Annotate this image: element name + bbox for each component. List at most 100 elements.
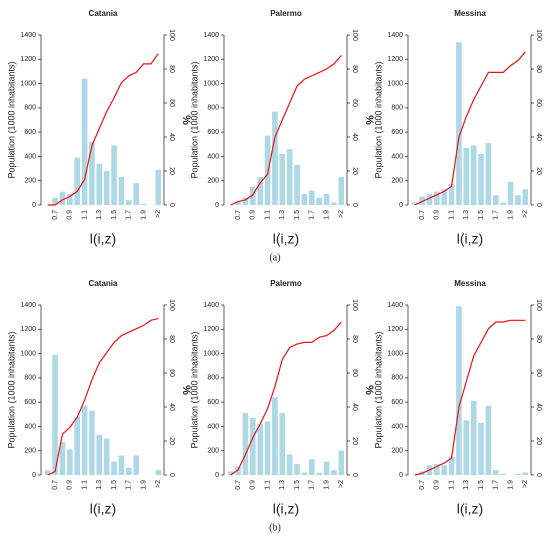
x-tick-label: 1.3 bbox=[463, 480, 470, 490]
y2-axis-label: % bbox=[547, 385, 550, 395]
bar bbox=[331, 202, 337, 205]
y2-tick-label: 100 bbox=[351, 29, 358, 41]
bar bbox=[272, 111, 278, 205]
bar bbox=[111, 145, 117, 205]
x-tick-label: 0.7 bbox=[52, 480, 59, 490]
y-tick-label: 0 bbox=[399, 202, 403, 209]
y-tick-label: 800 bbox=[24, 375, 36, 382]
bar bbox=[470, 145, 477, 205]
bar bbox=[81, 78, 88, 205]
y2-tick-label: 100 bbox=[535, 29, 542, 41]
bar bbox=[111, 461, 117, 475]
y-tick-label: 0 bbox=[32, 472, 36, 479]
bar bbox=[434, 464, 440, 475]
bar bbox=[264, 135, 271, 205]
y2-tick-label: 40 bbox=[351, 403, 358, 411]
x-tick-label: 1.3 bbox=[96, 480, 103, 490]
x-tick-label: 1.7 bbox=[126, 210, 133, 220]
bar bbox=[118, 177, 125, 205]
x-tick-label: 1.5 bbox=[111, 210, 118, 220]
x-tick-label: 1.1 bbox=[264, 210, 271, 220]
bar bbox=[522, 472, 529, 475]
line bbox=[230, 321, 342, 476]
y-axis-label: Population (1000 inhabitants) bbox=[189, 61, 199, 178]
x-tick-label: 1.5 bbox=[111, 480, 118, 490]
bar bbox=[133, 455, 139, 475]
y-axis-label: Population (1000 inhabitants) bbox=[373, 61, 383, 178]
bar bbox=[126, 200, 132, 205]
chart-title: Palermo bbox=[270, 279, 302, 288]
bar bbox=[227, 471, 234, 475]
bar bbox=[419, 196, 425, 205]
caption: (a) bbox=[269, 252, 280, 263]
bar bbox=[155, 169, 162, 205]
x-tick-label: 1.9 bbox=[323, 480, 330, 490]
bar bbox=[316, 197, 322, 205]
bar bbox=[507, 181, 514, 205]
bar bbox=[81, 405, 88, 475]
bar bbox=[96, 434, 103, 475]
x-tick-label: >2 bbox=[522, 210, 529, 218]
bar bbox=[155, 470, 162, 475]
bar bbox=[309, 190, 315, 205]
y-tick-label: 600 bbox=[24, 399, 36, 406]
bar bbox=[294, 464, 300, 475]
x-tick-label: >2 bbox=[338, 480, 345, 488]
bar bbox=[89, 410, 95, 475]
x-tick-label: 1.3 bbox=[279, 210, 286, 220]
y-tick-label: 600 bbox=[391, 399, 403, 406]
y-tick-label: 400 bbox=[24, 423, 36, 430]
x-tick-label: 1.5 bbox=[478, 210, 485, 220]
chart-title: Messina bbox=[454, 9, 486, 18]
y2-tick-label: 100 bbox=[351, 299, 358, 311]
x-tick-label: >2 bbox=[155, 210, 162, 218]
bar bbox=[493, 195, 499, 205]
y-tick-label: 400 bbox=[391, 423, 403, 430]
bar bbox=[52, 197, 58, 205]
y2-axis-label: % bbox=[363, 385, 375, 395]
y2-tick-label: 80 bbox=[535, 335, 542, 343]
x-tick-label: 1.9 bbox=[507, 480, 514, 490]
x-tick-label: >2 bbox=[155, 480, 162, 488]
y2-tick-label: 60 bbox=[351, 99, 358, 107]
bar bbox=[434, 191, 440, 205]
y-tick-label: 600 bbox=[391, 129, 403, 136]
y2-tick-label: 40 bbox=[535, 403, 542, 411]
y-tick-label: 1400 bbox=[203, 302, 219, 309]
bar bbox=[133, 183, 139, 205]
bar bbox=[316, 472, 322, 475]
y-tick-label: 200 bbox=[391, 448, 403, 455]
y-tick-label: 0 bbox=[215, 472, 219, 479]
y-tick-label: 1400 bbox=[20, 32, 36, 39]
x-tick-label: 1.9 bbox=[140, 210, 147, 220]
y2-tick-label: 100 bbox=[535, 299, 542, 311]
y-tick-label: 200 bbox=[391, 178, 403, 185]
x-tick-label: 0.7 bbox=[52, 210, 59, 220]
line bbox=[47, 318, 159, 476]
bar bbox=[456, 42, 462, 206]
bar bbox=[242, 197, 249, 205]
y2-tick-label: 40 bbox=[351, 133, 358, 141]
y-axis-label: Population (1000 inhabitants) bbox=[6, 61, 16, 178]
y-tick-label: 1400 bbox=[387, 32, 403, 39]
y2-tick-label: 60 bbox=[535, 99, 542, 107]
y2-tick-label: 20 bbox=[168, 437, 175, 445]
bar bbox=[257, 177, 263, 205]
y2-tick-label: 60 bbox=[168, 369, 175, 377]
bar bbox=[74, 416, 80, 475]
y2-tick-label: 0 bbox=[535, 473, 542, 477]
y-tick-label: 400 bbox=[207, 423, 219, 430]
x-tick-label: >2 bbox=[522, 480, 529, 488]
y-tick-label: 400 bbox=[391, 153, 403, 160]
bar bbox=[279, 154, 286, 205]
x-tick-label: 1.5 bbox=[294, 480, 301, 490]
bar bbox=[485, 143, 492, 205]
x-tick-label: 1.9 bbox=[140, 480, 147, 490]
bar bbox=[140, 203, 147, 205]
bar bbox=[59, 191, 66, 205]
x-tick-label: 0.9 bbox=[434, 480, 441, 490]
bar bbox=[44, 470, 51, 475]
x-tick-label: 1.3 bbox=[279, 480, 286, 490]
bar bbox=[89, 141, 95, 205]
y2-tick-label: 0 bbox=[351, 473, 358, 477]
